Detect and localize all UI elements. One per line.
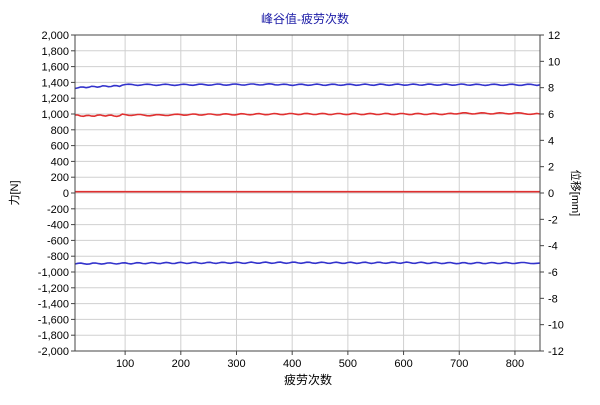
y-left-tick-label: 0 bbox=[63, 188, 69, 200]
y-right-tick-label: 10 bbox=[548, 56, 560, 68]
y-left-tick-label: -800 bbox=[47, 251, 69, 263]
y-right-tick-label: 0 bbox=[548, 188, 554, 200]
y-left-tick-label: 600 bbox=[51, 141, 69, 153]
y-right-tick-label: -10 bbox=[548, 320, 564, 332]
y-left-tick-label: -1,200 bbox=[38, 283, 69, 295]
y-left-tick-label: -1,400 bbox=[38, 299, 69, 311]
x-tick-label: 400 bbox=[283, 358, 301, 370]
y-left-tick-label: -1,800 bbox=[38, 330, 69, 342]
y-right-tick-label: 4 bbox=[548, 135, 554, 147]
y-left-tick-label: -200 bbox=[47, 204, 69, 216]
grid bbox=[75, 34, 540, 352]
y-left-tick-label: 800 bbox=[51, 125, 69, 137]
y-right-tick-label: 2 bbox=[548, 162, 554, 174]
y-right-tick-label: 8 bbox=[548, 83, 554, 95]
x-axis-label: 疲劳次数 bbox=[284, 372, 332, 387]
x-tick-label: 800 bbox=[506, 358, 524, 370]
y-right-tick-label: -12 bbox=[548, 346, 564, 358]
y-right-tick-label: -6 bbox=[548, 267, 558, 279]
axis-ticks: 2,0001,8001,6001,4001,2001,0008006004002… bbox=[38, 30, 564, 370]
x-tick-label: 700 bbox=[450, 358, 468, 370]
y-left-tick-label: 1,800 bbox=[41, 46, 69, 58]
y-left-tick-label: 1,600 bbox=[41, 62, 69, 74]
y-left-tick-label: 1,000 bbox=[41, 109, 69, 121]
y-left-tick-label: -2,000 bbox=[38, 346, 69, 358]
y-left-tick-label: -600 bbox=[47, 235, 69, 247]
y-left-tick-label: -1,000 bbox=[38, 267, 69, 279]
y-left-tick-label: -1,600 bbox=[38, 314, 69, 326]
series-line-2 bbox=[74, 111, 541, 118]
series-line-1 bbox=[74, 82, 541, 90]
y-left-tick-label: 200 bbox=[51, 172, 69, 184]
y-right-tick-label: -4 bbox=[548, 241, 558, 253]
y-left-tick-label: 1,400 bbox=[41, 77, 69, 89]
x-tick-label: 500 bbox=[339, 358, 357, 370]
series-line-4 bbox=[74, 261, 541, 266]
x-tick-label: 200 bbox=[172, 358, 190, 370]
chart-title: 峰谷值-疲劳次数 bbox=[261, 11, 349, 26]
y-left-tick-label: 2,000 bbox=[41, 30, 69, 42]
x-tick-label: 600 bbox=[394, 358, 412, 370]
y-left-tick-label: 1,200 bbox=[41, 93, 69, 105]
y-axis-left-label: 力[N] bbox=[8, 180, 21, 205]
x-tick-label: 300 bbox=[227, 358, 245, 370]
y-right-tick-label: 12 bbox=[548, 30, 560, 42]
y-right-tick-label: -2 bbox=[548, 214, 558, 226]
x-tick-label: 100 bbox=[116, 358, 134, 370]
y-right-tick-label: 6 bbox=[548, 109, 554, 121]
y-axis-right-label: 位移[mm] bbox=[569, 170, 583, 216]
series-group bbox=[74, 82, 541, 266]
y-right-tick-label: -8 bbox=[548, 293, 558, 305]
y-left-tick-label: 400 bbox=[51, 156, 69, 168]
y-left-tick-label: -400 bbox=[47, 220, 69, 232]
